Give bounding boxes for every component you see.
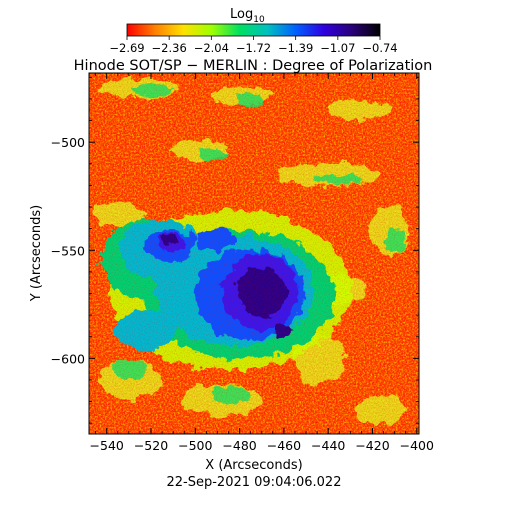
y-tick-label: −600 [51,351,85,366]
x-axis-label: X (Arcseconds) [205,458,302,473]
colorbar-tick-label: −1.07 [320,41,355,55]
colorbar-tick-label: −2.36 [152,41,187,55]
polarization-map [89,73,419,434]
colorbar-tick-label: −2.69 [109,41,144,55]
plot-frame [88,72,420,435]
colorbar-tick-label: −0.74 [362,41,397,55]
x-tick-label: −520 [134,438,168,453]
colorbar-title-subscript: 10 [253,15,265,25]
timestamp: 22-Sep-2021 09:04:06.022 [167,475,342,490]
x-tick-label: −480 [222,438,256,453]
x-tick-label: −440 [311,438,345,453]
x-tick-label: −400 [400,438,434,453]
plot-title: Hinode SOT/SP − MERLIN : Degree of Polar… [74,58,433,74]
colorbar: Log10 −2.69 −2.36 −2.04 −1.72 −1.39 −1.07 −0.7… [109,7,397,55]
x-tick-label: −500 [178,438,212,453]
colorbar-tick-label: −1.72 [236,41,271,55]
y-axis-label: Y (Arcseconds) [29,205,44,302]
x-tick-label: −540 [90,438,124,453]
colorbar-tick-label: −1.39 [278,41,313,55]
colorbar-ticks: −2.69 −2.36 −2.04 −1.72 −1.39 −1.07 −0.74 [109,36,398,55]
map-texture-overlay [89,73,419,434]
colorbar-title-main: Log [230,7,253,22]
colorbar-gradient [126,23,381,37]
y-tick-label: −550 [51,243,85,258]
x-tick-label: −420 [355,438,389,453]
x-tick-label: −460 [267,438,301,453]
x-axis-ticks: −540 −520 −500 −480 −460 −440 −420 −400 [90,73,434,453]
y-axis-ticks: −500 −550 −600 [51,76,419,424]
y-tick-label: −500 [51,135,85,150]
colorbar-title: Log10 [230,7,265,25]
colorbar-tick-label: −2.04 [194,41,229,55]
